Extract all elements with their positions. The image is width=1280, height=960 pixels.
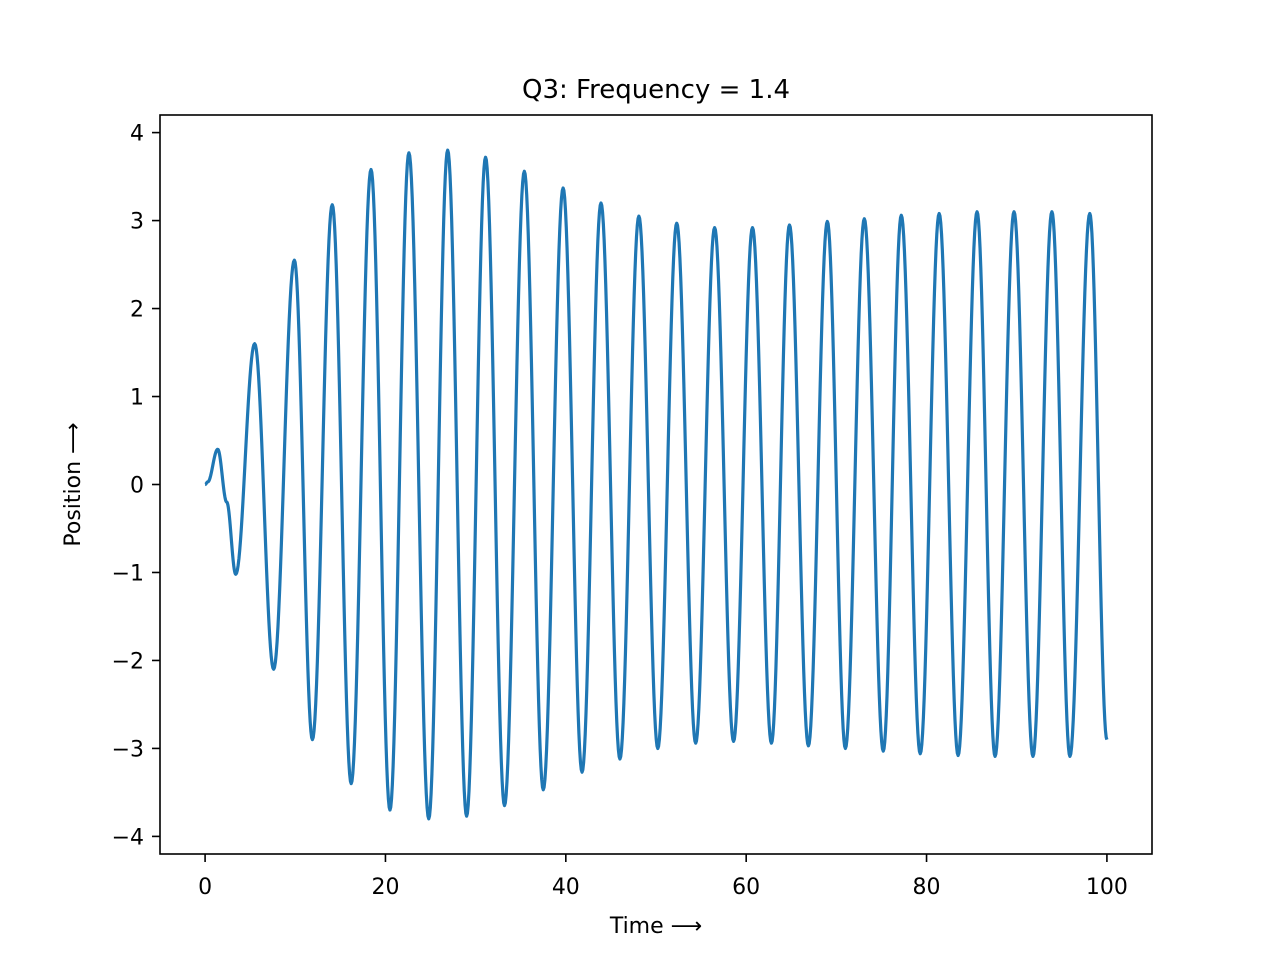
x-tick-label: 100 [1086,875,1128,900]
y-tick-label: 3 [130,210,144,235]
y-tick-label: −1 [112,561,144,586]
series-line [203,148,1109,821]
plot-area [203,148,1109,821]
x-tick-label: 80 [913,875,941,900]
y-tick-label: −2 [112,649,144,674]
x-tick-label: 20 [371,875,399,900]
y-tick-label: −4 [112,825,144,850]
x-axis-label: Time ⟶ [609,914,702,939]
x-axis: 0 20 40 60 80 100 [198,854,1128,900]
y-tick-label: 0 [130,474,144,499]
y-tick-label: 1 [130,386,144,411]
y-tick-label: −3 [112,737,144,762]
x-tick-label: 60 [732,875,760,900]
y-axis-label: Position ⟶ [61,422,86,546]
y-tick-label: 4 [130,122,144,147]
x-tick-label: 0 [198,875,212,900]
y-tick-label: 2 [130,298,144,323]
y-axis: −4 −3 −2 −1 0 1 2 3 4 [112,122,160,850]
chart-title: Q3: Frequency = 1.4 [522,75,790,105]
x-tick-label: 40 [552,875,580,900]
